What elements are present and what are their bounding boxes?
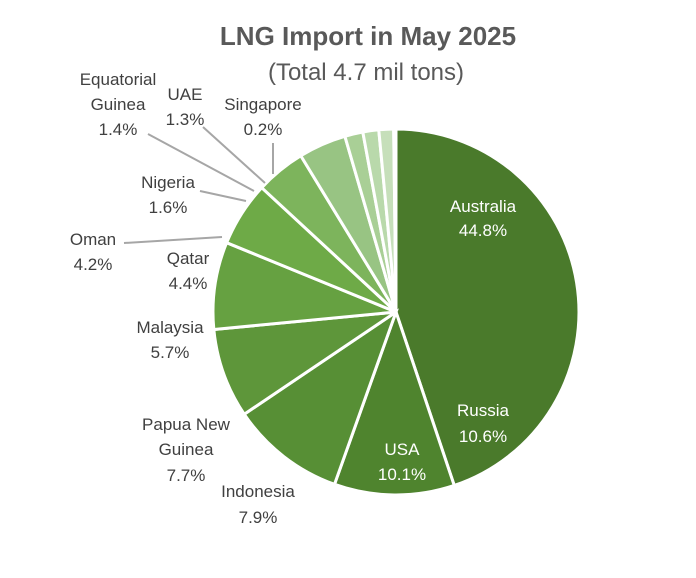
name-label-nigeria: Nigeria bbox=[141, 173, 195, 192]
leader-lines bbox=[123, 126, 274, 244]
name-label-papua-new-guinea: Papua New bbox=[142, 415, 231, 434]
pie-slices bbox=[211, 127, 581, 497]
chart-subtitle: (Total 4.7 mil tons) bbox=[268, 59, 464, 86]
slice-australia bbox=[394, 127, 581, 488]
value-label-oman: 4.2% bbox=[74, 255, 113, 274]
value-label-malaysia: 5.7% bbox=[151, 343, 190, 362]
leader-line-oman bbox=[123, 236, 223, 244]
leader-line-uae bbox=[202, 126, 266, 184]
name-label-qatar: Qatar bbox=[167, 249, 210, 268]
value-label-uae: 1.3% bbox=[166, 110, 205, 129]
slice-russia bbox=[332, 307, 457, 497]
chart-title: LNG Import in May 2025 bbox=[220, 21, 516, 51]
name-label-malaysia: Malaysia bbox=[136, 318, 204, 337]
value-label-russia: 10.6% bbox=[459, 427, 507, 446]
name-label-equatorial-guinea: Equatorial bbox=[80, 70, 157, 89]
name-label-australia: Australia bbox=[450, 197, 517, 216]
slice-usa bbox=[242, 308, 399, 487]
value-label-papua-new-guinea: 7.7% bbox=[167, 466, 206, 485]
value-label-nigeria: 1.6% bbox=[149, 198, 188, 217]
slice-singapore bbox=[392, 127, 398, 313]
leader-line-equatorial-guinea bbox=[147, 133, 255, 192]
name-label-singapore: Singapore bbox=[224, 95, 302, 114]
name-label-indonesia: Indonesia bbox=[221, 482, 295, 501]
value-label-qatar: 4.4% bbox=[169, 274, 208, 293]
value-label-equatorial-guinea: 1.4% bbox=[99, 120, 138, 139]
value-label-indonesia: 7.9% bbox=[239, 508, 278, 527]
value-label-usa: 10.1% bbox=[378, 465, 426, 484]
value-label-singapore: 0.2% bbox=[244, 120, 283, 139]
name-label-equatorial-guinea: Guinea bbox=[91, 95, 146, 114]
name-label-papua-new-guinea: Guinea bbox=[159, 440, 214, 459]
name-label-usa: USA bbox=[385, 440, 421, 459]
name-label-uae: UAE bbox=[168, 85, 203, 104]
slice-labels: Australia 44.8% Russia 10.6% USA 10.1% Indones… bbox=[70, 70, 517, 527]
slice-indonesia bbox=[212, 310, 397, 417]
leader-line-nigeria bbox=[199, 190, 247, 202]
name-label-oman: Oman bbox=[70, 230, 116, 249]
name-label-russia: Russia bbox=[457, 401, 510, 420]
value-label-australia: 44.8% bbox=[459, 221, 507, 240]
